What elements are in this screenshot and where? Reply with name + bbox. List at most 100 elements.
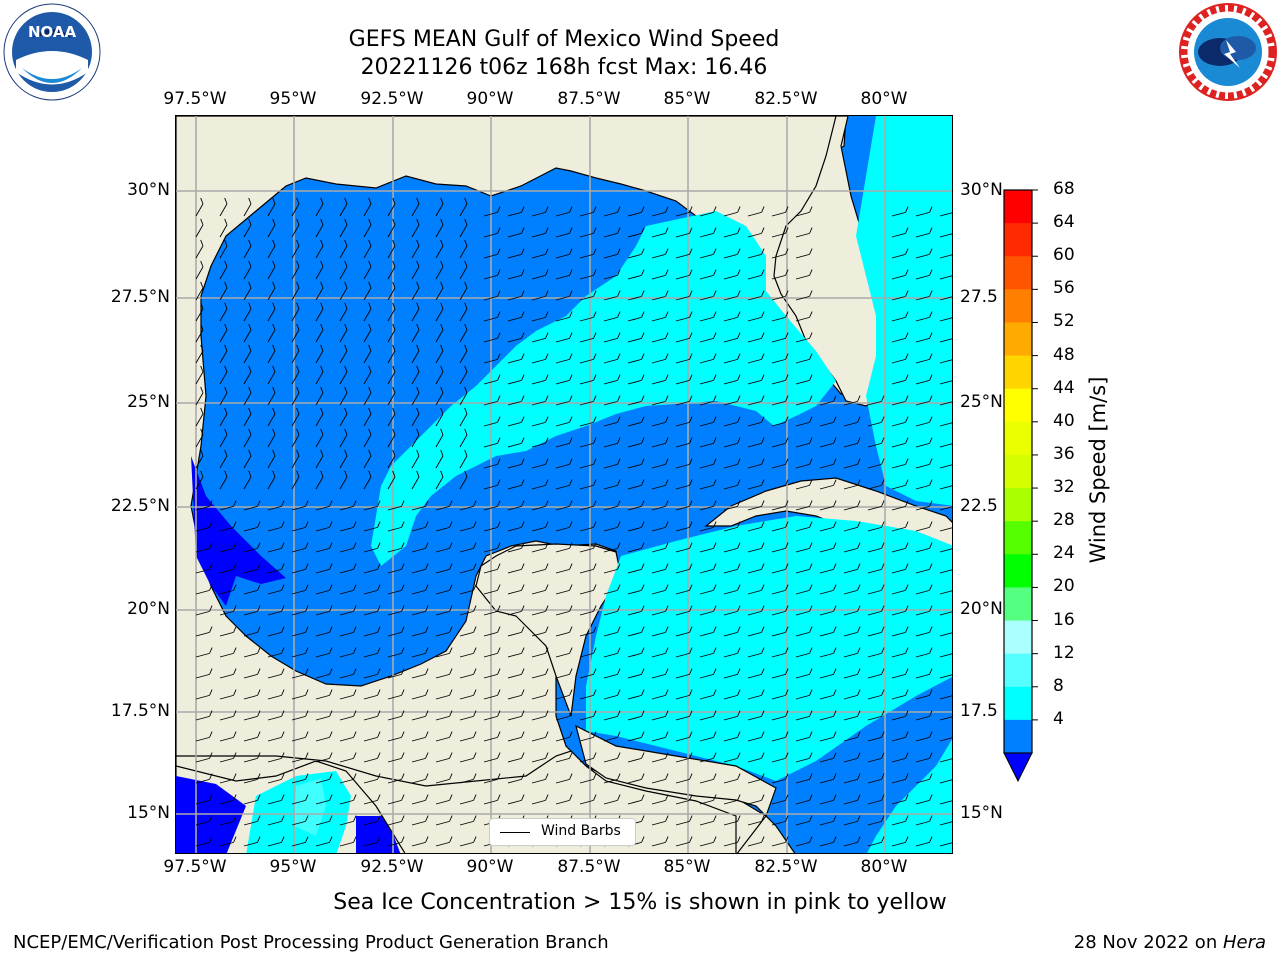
wind-barb	[603, 542, 621, 553]
wind-barb	[819, 521, 837, 532]
wind-barb	[867, 815, 885, 826]
wind-barb	[387, 710, 405, 721]
ocean-fill-12-16-pacific	[294, 778, 326, 836]
wind-barb	[411, 344, 420, 364]
wind-barb	[843, 563, 861, 574]
wind-barb	[891, 479, 909, 490]
wind-barb	[699, 311, 717, 322]
wind-barb	[291, 281, 300, 301]
wind-barb	[579, 395, 597, 406]
wind-barb	[195, 218, 204, 238]
wind-barb	[771, 353, 789, 364]
map-legend: Wind Barbs	[489, 818, 636, 846]
wind-barb	[219, 689, 237, 700]
wind-barb	[435, 836, 453, 847]
wind-barb	[339, 470, 348, 490]
wind-barb	[219, 323, 228, 343]
wind-barb	[891, 311, 909, 322]
wind-barb	[435, 731, 453, 742]
wind-barb	[891, 731, 909, 742]
wind-barb	[483, 668, 501, 679]
wind-barb	[603, 395, 621, 406]
wind-barb	[291, 752, 309, 763]
wind-barb	[531, 269, 549, 280]
wind-barb	[747, 332, 765, 343]
wind-barb	[675, 815, 693, 826]
colorbar-tick-label: 52	[1053, 311, 1075, 332]
wind-barb	[339, 836, 357, 847]
wind-barb	[651, 731, 669, 742]
colorbar-segment	[1004, 223, 1032, 257]
wind-barb	[507, 794, 525, 805]
wind-barb	[627, 206, 645, 217]
wind-barb	[459, 197, 468, 217]
wind-barb	[363, 794, 381, 805]
wind-barb	[795, 731, 813, 742]
wind-barb	[531, 710, 549, 721]
wind-barb	[219, 605, 237, 616]
wind-barb	[531, 563, 549, 574]
wind-barb	[603, 332, 621, 343]
wind-barb	[411, 197, 420, 217]
wind-barb	[507, 605, 525, 616]
wind-barb	[219, 500, 237, 511]
wind-barb	[291, 260, 300, 280]
wind-barb	[315, 542, 333, 553]
wind-barb	[411, 815, 429, 826]
wind-barb	[699, 626, 717, 637]
wind-barb	[939, 311, 952, 322]
wind-barb	[315, 563, 333, 574]
wind-barb	[603, 752, 621, 763]
wind-barb	[411, 428, 420, 448]
wind-barb	[915, 500, 933, 511]
wind-barb	[387, 731, 405, 742]
wind-barb	[291, 500, 309, 511]
colorbar-tick-label: 20	[1053, 576, 1075, 597]
wind-barb	[243, 428, 252, 448]
wind-barb	[723, 584, 741, 595]
wind-barb	[531, 521, 549, 532]
wind-barb	[579, 227, 597, 238]
wind-barb	[267, 344, 276, 364]
wind-barb	[291, 407, 300, 427]
wind-barb	[219, 521, 237, 532]
wind-barb	[651, 479, 669, 490]
wind-barb	[411, 323, 420, 343]
wind-barb	[699, 710, 717, 721]
wind-barb	[867, 605, 885, 616]
wind-barb	[459, 218, 468, 238]
wind-barb	[291, 668, 309, 679]
wind-barb	[387, 365, 396, 385]
wind-barb	[675, 752, 693, 763]
wind-barb	[579, 374, 597, 385]
wind-barb	[483, 458, 501, 469]
wind-barb	[939, 647, 952, 658]
wind-barb	[387, 197, 396, 217]
wind-barb	[627, 479, 645, 490]
wind-barb	[723, 479, 741, 490]
wind-barb	[795, 437, 813, 448]
lon-tick-top: 97.5°W	[163, 89, 227, 109]
wind-barb	[267, 710, 285, 721]
wind-barb	[387, 302, 396, 322]
wind-barb	[627, 521, 645, 532]
wind-barb	[291, 794, 309, 805]
wind-barb	[771, 311, 789, 322]
wind-barb	[747, 773, 765, 784]
wind-barb	[699, 416, 717, 427]
wind-barb	[435, 584, 453, 595]
wind-barb	[795, 605, 813, 616]
wind-barb	[675, 311, 693, 322]
wind-barb	[387, 668, 405, 679]
wind-barb	[843, 815, 861, 826]
wind-barb	[531, 479, 549, 490]
wind-barb	[339, 386, 348, 406]
wind-barb	[219, 584, 237, 595]
wind-barb	[243, 500, 261, 511]
wind-barb	[771, 521, 789, 532]
wind-barb	[459, 794, 477, 805]
wind-barb	[339, 344, 348, 364]
wind-barb	[891, 815, 909, 826]
wind-barb	[459, 647, 477, 658]
wind-barb	[507, 332, 525, 343]
